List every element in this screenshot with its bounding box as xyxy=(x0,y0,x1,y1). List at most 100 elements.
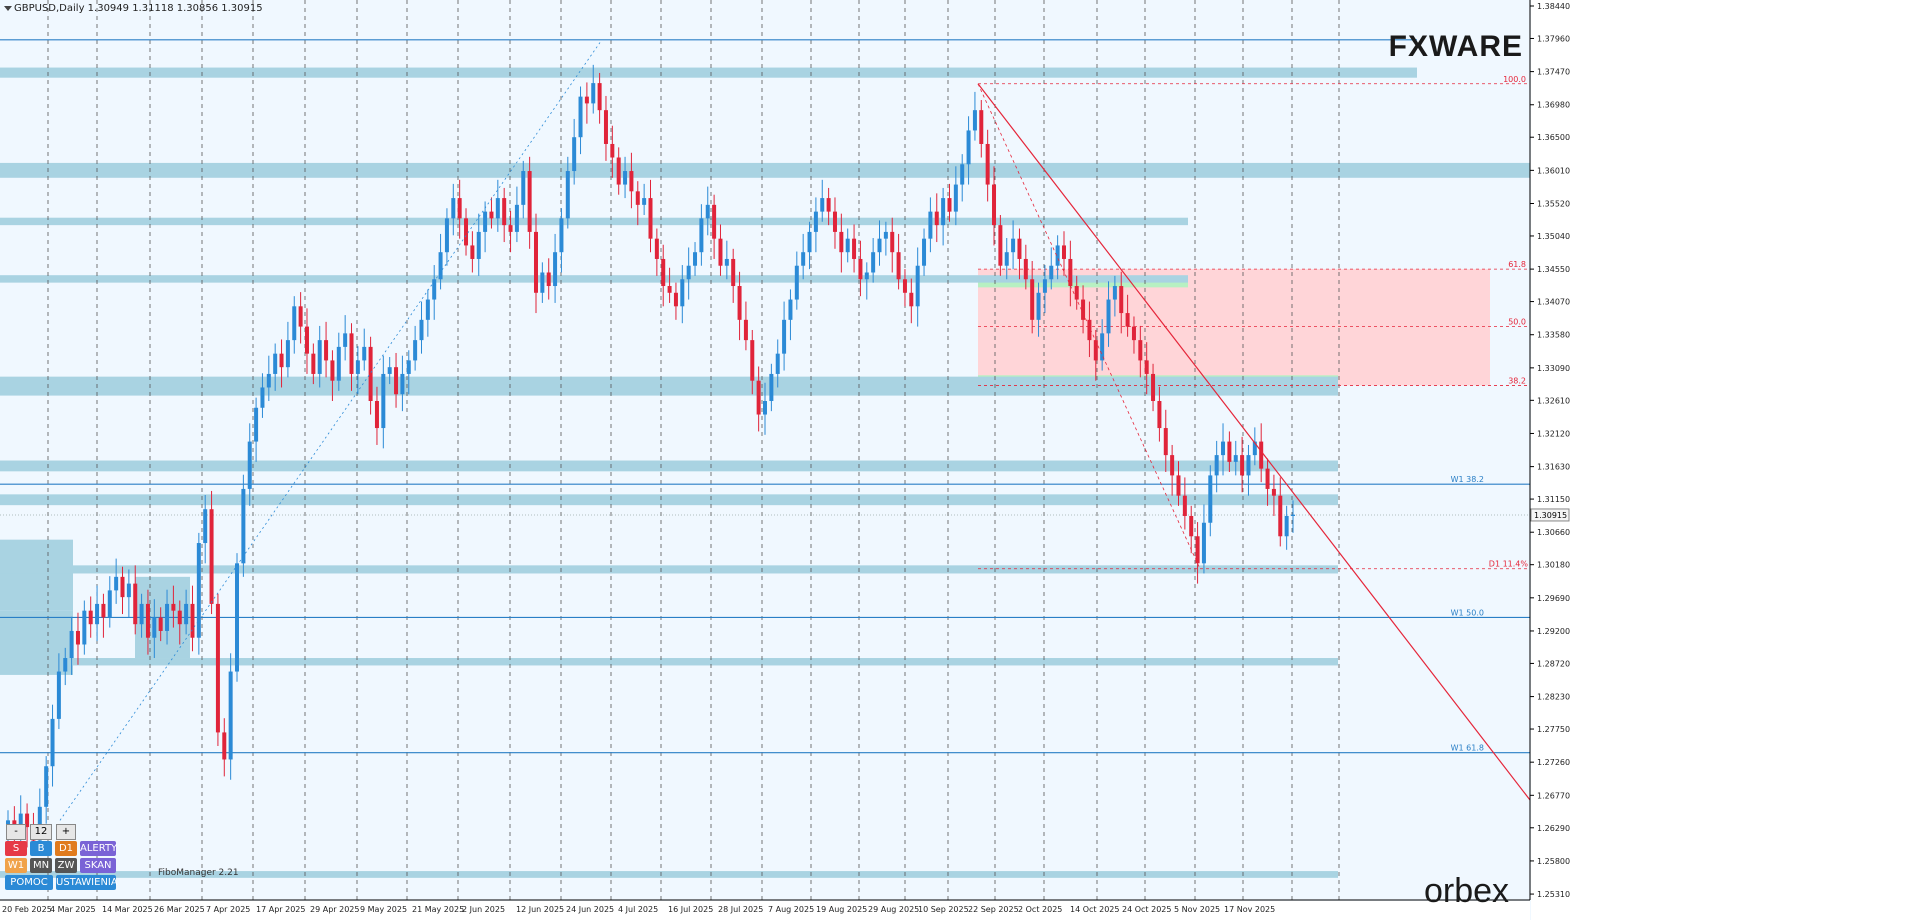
candle-body xyxy=(1004,252,1009,266)
settings-button[interactable]: USTAWIENIA xyxy=(56,875,118,890)
candle-body xyxy=(266,373,271,388)
x-tick-label: 14 Mar 2025 xyxy=(102,905,153,914)
candle-body xyxy=(1201,522,1206,564)
mn-button[interactable]: MN xyxy=(30,858,52,873)
symbol-info: GBPUSD,Daily 1.30949 1.31118 1.30856 1.3… xyxy=(14,3,263,14)
candle-body xyxy=(737,286,742,320)
candle-body xyxy=(603,110,608,144)
y-tick-label: 1.32610 xyxy=(1537,396,1570,405)
count-field[interactable]: 12 xyxy=(30,824,52,840)
candle-body xyxy=(1074,286,1079,300)
candle-body xyxy=(247,441,252,489)
candle-body xyxy=(960,164,965,185)
alerts-button[interactable]: ALERTY xyxy=(80,841,118,856)
candle-body xyxy=(209,509,214,604)
x-tick-label: 20 Feb 2025 xyxy=(2,905,52,914)
candle-body xyxy=(1208,475,1213,523)
help-button[interactable]: POMOC xyxy=(5,875,53,890)
candle-body xyxy=(775,353,780,374)
candle-body xyxy=(985,143,990,185)
candle-body xyxy=(495,198,500,219)
candle-body xyxy=(451,198,456,219)
candle-body xyxy=(1189,515,1194,537)
candle-body xyxy=(1112,286,1117,300)
candle-body xyxy=(476,231,481,259)
d1-button[interactable]: D1 xyxy=(55,841,77,856)
x-tick-label: 16 Jul 2025 xyxy=(668,905,713,914)
candle-body xyxy=(972,110,977,131)
y-tick-label: 1.27750 xyxy=(1537,725,1570,734)
candle-body xyxy=(782,319,787,354)
candle-body xyxy=(1271,488,1276,496)
x-tick-label: 7 Aug 2025 xyxy=(768,905,814,914)
candle-body xyxy=(1138,340,1143,361)
candle-body xyxy=(235,563,240,672)
y-tick-label: 1.28230 xyxy=(1537,693,1570,702)
candle-body xyxy=(349,333,354,374)
support-resistance-zone xyxy=(0,494,1338,506)
candle-body xyxy=(680,279,685,307)
candle-body xyxy=(1265,468,1270,489)
candle-body xyxy=(75,630,80,645)
candle-body xyxy=(1233,455,1238,462)
candle-body xyxy=(292,306,297,341)
current-price-tag xyxy=(1530,508,1570,522)
x-axis-panel xyxy=(0,901,1530,920)
candle-body xyxy=(25,813,30,828)
candle-body xyxy=(1017,238,1022,259)
candle-body xyxy=(311,353,316,374)
y-tick-label: 1.34550 xyxy=(1537,265,1570,274)
increase-button[interactable]: + xyxy=(56,824,76,840)
scan-button[interactable]: SKAN xyxy=(80,858,116,873)
y-tick-label: 1.30660 xyxy=(1537,528,1570,537)
candle-body xyxy=(1119,286,1124,314)
candle-body xyxy=(1030,279,1035,320)
candle-body xyxy=(317,340,322,374)
candle-body xyxy=(432,279,437,300)
x-tick-label: 12 Jun 2025 xyxy=(516,905,564,914)
buy-button[interactable]: B xyxy=(30,841,52,856)
zw-button[interactable]: ZW xyxy=(55,858,77,873)
candle-body xyxy=(591,83,596,104)
candle-body xyxy=(941,198,946,226)
x-tick-label: 2 Oct 2025 xyxy=(1018,905,1062,914)
y-tick-label: 1.27260 xyxy=(1537,758,1570,767)
candle-body xyxy=(1125,313,1130,327)
candle-body xyxy=(934,211,939,226)
support-resistance-zone xyxy=(0,162,1530,178)
decrease-button[interactable]: - xyxy=(6,824,26,840)
candle-body xyxy=(756,380,761,415)
candle-body xyxy=(527,171,532,232)
candle-body xyxy=(858,258,863,280)
candle-body xyxy=(1042,279,1047,293)
candle-body xyxy=(69,630,74,659)
candle-body xyxy=(298,306,303,327)
w1-button[interactable]: W1 xyxy=(5,858,27,873)
candle-body xyxy=(37,806,42,841)
candle-body xyxy=(177,610,182,625)
candle-body xyxy=(1284,515,1289,537)
candle-body xyxy=(546,272,551,287)
candle-body xyxy=(165,603,170,631)
fxware-logo: FXWARE xyxy=(1388,30,1523,63)
weekly-label: W1 61.8 xyxy=(1451,744,1484,753)
sell-button[interactable]: S xyxy=(5,841,27,856)
candle-body xyxy=(152,617,157,638)
x-tick-label: 28 Jul 2025 xyxy=(718,905,763,914)
x-tick-label: 22 Sep 2025 xyxy=(968,905,1019,914)
candle-body xyxy=(126,583,131,598)
candle-body xyxy=(260,387,265,408)
candle-body xyxy=(992,184,997,226)
candle-body xyxy=(1259,441,1264,469)
y-tick-label: 1.36500 xyxy=(1537,133,1570,142)
candle-body xyxy=(381,373,386,429)
collapse-arrow-icon[interactable] xyxy=(4,6,12,11)
y-tick-label: 1.28720 xyxy=(1537,659,1570,668)
candle-body xyxy=(368,346,373,401)
candle-body xyxy=(63,658,68,672)
candle-body xyxy=(724,258,729,266)
candle-body xyxy=(673,292,678,307)
candle-body xyxy=(114,576,119,591)
